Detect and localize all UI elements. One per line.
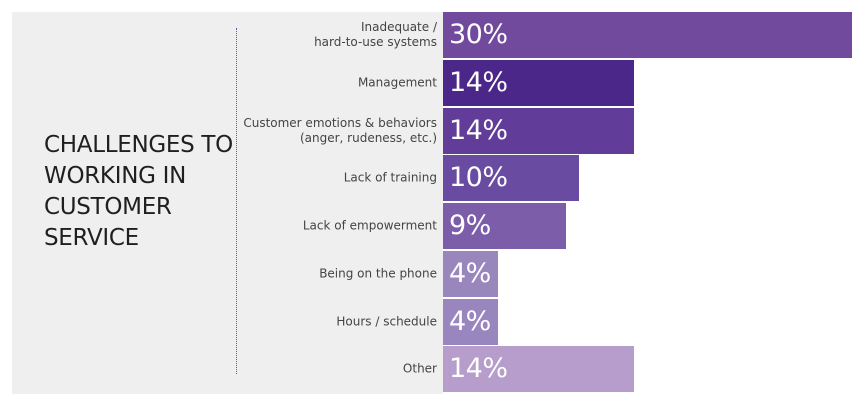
value-label: 10% xyxy=(449,162,508,194)
dotted-divider xyxy=(236,28,237,374)
value-label: 30% xyxy=(449,19,508,50)
value-label: 14% xyxy=(449,353,508,385)
bar xyxy=(443,203,566,249)
bar xyxy=(443,346,634,393)
value-label: 14% xyxy=(449,66,508,98)
category-label: Customer emotions & behaviors (anger, rud… xyxy=(240,116,437,146)
category-label: Inadequate / hard-to-use systems xyxy=(240,20,437,50)
category-label: Lack of empowerment xyxy=(240,219,437,234)
category-label: Lack of training xyxy=(240,171,437,186)
value-label: 4% xyxy=(449,257,491,289)
category-label: Other xyxy=(240,362,437,377)
category-label: Management xyxy=(240,75,437,90)
category-label-line: Lack of training xyxy=(343,170,437,185)
bar xyxy=(443,59,634,106)
bar xyxy=(443,155,580,202)
category-label-line: Being on the phone xyxy=(319,266,437,281)
category-label-line: (anger, rudeness, etc.) xyxy=(299,130,437,145)
category-label-line: hard-to-use systems xyxy=(314,35,437,49)
bar xyxy=(443,12,852,58)
value-label: 9% xyxy=(449,210,491,241)
category-label: Being on the phone xyxy=(240,266,437,281)
category-label-line: Management xyxy=(357,75,437,90)
category-label-line: Customer emotions & behaviors xyxy=(243,115,437,130)
category-label-line: Other xyxy=(402,361,437,376)
bar xyxy=(443,250,498,297)
category-label-line: Inadequate / xyxy=(360,20,437,34)
bar xyxy=(443,298,498,345)
bar xyxy=(443,107,634,154)
category-label-line: Lack of empowerment xyxy=(302,218,437,233)
value-label: 4% xyxy=(449,305,491,337)
label-panel xyxy=(12,12,443,394)
category-label-line: Hours / schedule xyxy=(336,314,437,328)
category-label: Hours / schedule xyxy=(240,314,437,329)
chart-title: CHALLENGES TO WORKING IN CUSTOMER SERVIC… xyxy=(44,132,233,251)
value-label: 14% xyxy=(449,114,508,146)
